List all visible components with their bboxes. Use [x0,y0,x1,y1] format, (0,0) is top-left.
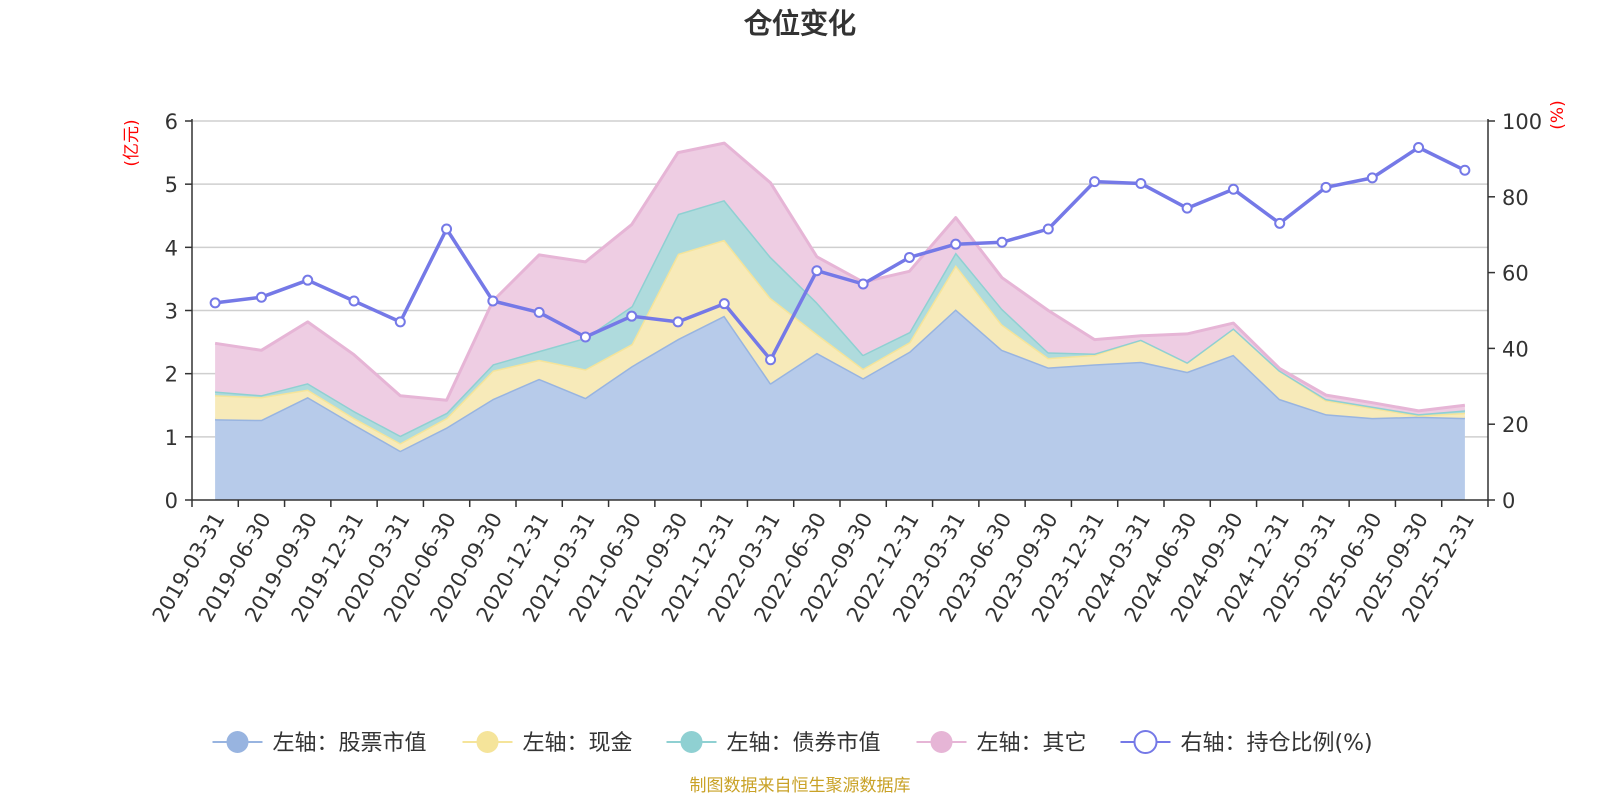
ratio-point[interactable] [765,354,777,366]
legend-label: 右轴：持仓比例(%) [1181,731,1373,756]
left-axis-tick-label: 4 [165,236,178,260]
ratio-point[interactable] [348,295,360,307]
legend-dot-icon [476,731,499,753]
legend-item-1[interactable]: 左轴：现金 [462,731,633,756]
legend-label: 左轴：股票市值 [273,731,427,756]
ratio-point[interactable] [857,278,869,290]
right-axis-tick-label: 0 [1502,489,1515,513]
area-fill-series-0 [215,309,1465,500]
ratio-point[interactable] [1366,172,1378,184]
left-axis-tick-label: 1 [165,426,178,450]
area-fill-series-3 [215,143,1465,436]
right-axis-tick-label: 80 [1502,186,1529,210]
legend-label: 左轴：其它 [977,731,1087,756]
ratio-point[interactable] [1135,178,1147,190]
legend: 左轴：股票市值 左轴：现金 左轴：债券市值 左轴：其它 右轴：持仓比例(%) [212,730,1373,756]
ratio-point[interactable] [394,316,406,328]
left-axis-tick-label: 3 [165,300,178,324]
legend-item-3[interactable]: 左轴：其它 [916,731,1087,756]
legend-label: 左轴：债券市值 [727,731,881,756]
data-source-note: 制图数据来自恒生聚源数据库 [690,776,911,796]
ratio-point[interactable] [903,251,915,263]
legend-dot-icon [680,731,703,753]
area-edge-series-3 [214,141,1466,413]
legend-dot-icon [226,731,249,753]
legend-ring-icon [1133,730,1158,754]
ratio-point[interactable] [1274,217,1286,229]
ratio-point[interactable] [950,238,962,250]
ratio-point[interactable] [1042,223,1054,235]
legend-item-0[interactable]: 左轴：股票市值 [212,731,427,756]
left-axis-tick-label: 0 [165,489,178,513]
ratio-point[interactable] [1413,142,1425,154]
ratio-point[interactable] [441,223,453,235]
legend-item-4[interactable]: 右轴：持仓比例(%) [1120,730,1373,756]
right-axis-tick-label: 100 [1502,110,1542,134]
ratio-line [214,145,1466,362]
area-fill-series-1 [215,239,1465,451]
left-axis-tick-label: 5 [165,173,178,197]
right-axis-tick-label: 20 [1502,413,1529,437]
ratio-point[interactable] [302,274,314,286]
right-axis-tick-label: 60 [1502,262,1529,286]
ratio-point[interactable] [1227,183,1239,195]
ratio-point[interactable] [626,310,638,322]
ratio-point[interactable] [209,297,221,309]
ratio-point[interactable] [996,236,1008,248]
legend-dot-icon [930,731,953,753]
ratio-point[interactable] [1320,181,1332,193]
legend-label: 左轴：现金 [523,731,633,756]
ratio-point[interactable] [1459,164,1471,176]
ratio-point[interactable] [672,316,684,328]
left-axis-unit-label: (亿元) [122,119,142,166]
ratio-point[interactable] [487,295,499,307]
ratio-point[interactable] [1181,202,1193,214]
ratio-point[interactable] [718,298,730,310]
ratio-point[interactable] [811,265,823,277]
ratio-point[interactable] [533,306,545,318]
right-axis-tick-label: 40 [1502,337,1529,361]
ratio-point[interactable] [1089,176,1101,188]
left-axis-tick-label: 6 [165,110,178,134]
ratio-point[interactable] [255,291,267,303]
left-axis-tick-label: 2 [165,363,178,387]
legend-item-2[interactable]: 左轴：债券市值 [666,731,881,756]
ratio-point[interactable] [579,331,591,343]
ratio-line-layer [209,142,1471,366]
chart-title: 仓位变化 [744,7,856,40]
stacked-areas [214,141,1466,500]
right-axis-unit-label: (%) [1548,100,1568,129]
